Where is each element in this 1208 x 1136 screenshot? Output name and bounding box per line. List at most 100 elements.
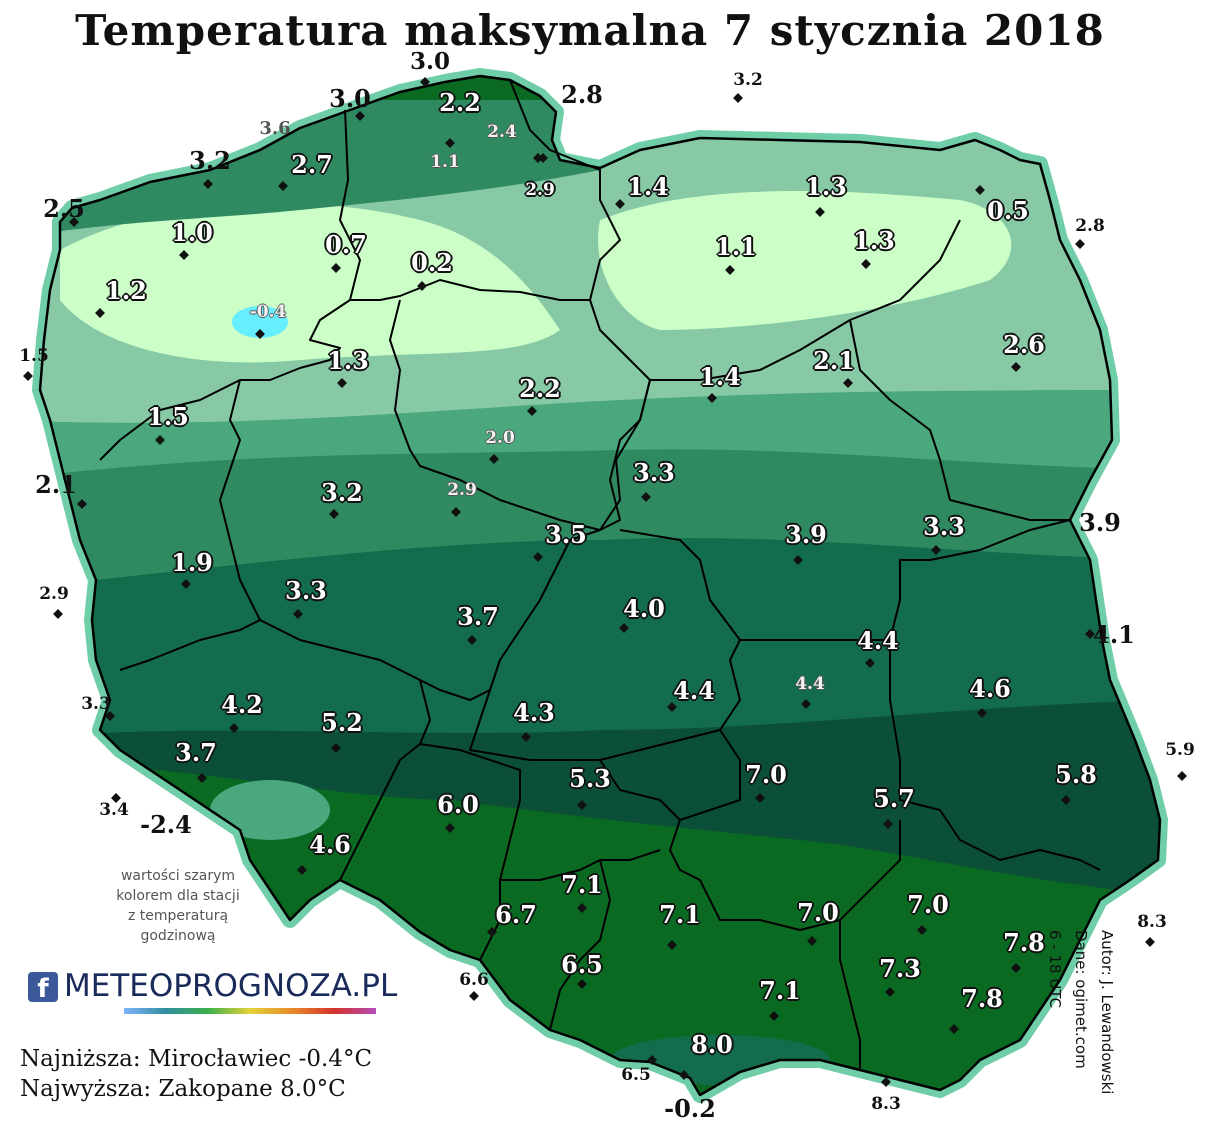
station-value: 0.7 xyxy=(325,230,367,259)
station-value: 8.3 xyxy=(1137,912,1167,932)
zone-lightest-east xyxy=(598,191,1012,330)
station-value: 2.9 xyxy=(39,584,69,604)
highest-temperature: Najwyższa: Zakopane 8.0°C xyxy=(20,1076,346,1102)
station-value: 3.3 xyxy=(285,576,327,605)
station-value: 7.1 xyxy=(759,976,801,1005)
station-value: 1.3 xyxy=(805,172,847,201)
station-value: 2.0 xyxy=(485,428,515,448)
station-value: 7.1 xyxy=(561,870,603,899)
voivodeship-border-13 xyxy=(500,849,661,881)
station-value: 6.5 xyxy=(621,1065,651,1085)
station-value: 4.6 xyxy=(309,830,351,859)
voivodeship-border-10 xyxy=(889,640,1101,871)
station-value: 1.1 xyxy=(430,152,460,172)
credits-source: Dane: ogimet.com xyxy=(1072,930,1090,1069)
station-value: 4.0 xyxy=(623,594,665,623)
station-value: 5.8 xyxy=(1055,760,1097,789)
voivodeship-border-3 xyxy=(389,299,651,531)
station-value: 8.0 xyxy=(691,1030,733,1059)
station-value: 7.1 xyxy=(659,900,701,929)
voivodeship-border-9 xyxy=(740,519,1071,641)
station-value: 2.1 xyxy=(813,346,855,375)
station-value: 3.2 xyxy=(321,478,363,507)
country-border xyxy=(38,74,1162,1097)
station-value: 4.4 xyxy=(857,626,899,655)
grey-note-line: wartości szarym xyxy=(120,868,236,884)
station-value: 4.6 xyxy=(969,674,1011,703)
zone-mountains-west xyxy=(210,780,330,840)
station-value: 3.0 xyxy=(409,48,451,75)
voivodeship-border-11 xyxy=(419,743,521,961)
station-value: 1.2 xyxy=(105,276,147,305)
zone-dark xyxy=(40,515,1160,740)
grey-values-note: wartości szarym kolorem dla stacji z tem… xyxy=(88,866,268,946)
station-value: 3.4 xyxy=(99,800,129,820)
station-value: 4.4 xyxy=(795,674,825,694)
station-value: 2.2 xyxy=(519,374,561,403)
voivodeship-borders xyxy=(99,79,1101,1070)
lowest-temperature: Najniższa: Mirocławiec -0.4°C xyxy=(20,1046,373,1072)
station-value: 1.1 xyxy=(715,232,757,261)
station-value: 0.5 xyxy=(987,196,1029,225)
voivodeship-border-0 xyxy=(99,109,361,461)
station-value: 1.4 xyxy=(627,172,669,201)
station-value: 2.8 xyxy=(1075,216,1105,236)
grey-note-line: kolorem dla stacji xyxy=(116,888,240,904)
voivodeship-border-1 xyxy=(350,219,961,381)
station-value: 1.5 xyxy=(147,402,189,431)
voivodeship-border-8 xyxy=(469,529,741,761)
station-value: 2.1 xyxy=(35,470,77,499)
station-value: 6.0 xyxy=(437,790,479,819)
station-value: 5.7 xyxy=(873,784,915,813)
voivodeship-border-6 xyxy=(419,379,651,701)
station-value: 8.3 xyxy=(871,1094,901,1114)
facebook-icon[interactable]: f xyxy=(28,972,58,1004)
station-value: 3.9 xyxy=(785,520,827,549)
station-value: 3.7 xyxy=(175,738,217,767)
station-value: 7.0 xyxy=(797,898,839,927)
grey-note-line: z temperaturą xyxy=(127,908,229,924)
zone-mid xyxy=(40,444,1160,590)
station-value: 2.8 xyxy=(561,80,603,109)
station-value: 1.0 xyxy=(171,218,213,247)
station-value: 4.3 xyxy=(513,698,555,727)
zone-lightest-west xyxy=(60,203,560,363)
station-value: 6.5 xyxy=(561,950,603,979)
map-title: Temperatura maksymalna 7 stycznia 2018 xyxy=(75,6,1105,55)
station-value: 7.8 xyxy=(961,984,1003,1013)
station-value: 2.2 xyxy=(439,88,481,117)
logo-color-bar xyxy=(124,1008,376,1014)
voivodeship-border-7 xyxy=(259,619,431,881)
station-value: 4.4 xyxy=(673,676,715,705)
station-value: 7.0 xyxy=(745,760,787,789)
voivodeship-border-15 xyxy=(839,920,861,1070)
station-value: 7.8 xyxy=(1003,928,1045,957)
voivodeship-border-17 xyxy=(679,729,741,821)
station-value: 3.3 xyxy=(633,458,675,487)
credits: Autor: J. Lewandowski Dane: ogimet.com 6… xyxy=(1040,930,1120,1120)
station-value: 2.7 xyxy=(291,150,333,179)
credits-hours: 6 - 18 UTC xyxy=(1046,930,1064,1009)
station-value: 3.3 xyxy=(923,512,965,541)
station-value: 7.3 xyxy=(879,954,921,983)
station-value: 2.6 xyxy=(1003,330,1045,359)
station-value: 2.9 xyxy=(447,480,477,500)
station-value: 3.9 xyxy=(1079,508,1121,537)
station-value: 1.3 xyxy=(853,226,895,255)
station-value: 2.4 xyxy=(487,122,517,142)
station-value: 0.2 xyxy=(411,248,453,277)
station-value: 3.3 xyxy=(81,694,111,714)
station-value: 1.5 xyxy=(19,346,49,366)
station-value: 3.5 xyxy=(545,520,587,549)
grey-note-line: godzinową xyxy=(140,928,216,944)
station-value: 3.7 xyxy=(457,602,499,631)
station-value: 4.2 xyxy=(221,690,263,719)
station-value: 6.6 xyxy=(459,970,489,990)
zone-below-zero xyxy=(232,306,288,338)
credits-author: Autor: J. Lewandowski xyxy=(1098,930,1116,1095)
station-value: 1.9 xyxy=(171,548,213,577)
meteoprognoza-logo[interactable]: f METEOPROGNOZA.PL xyxy=(28,968,397,1016)
voivodeship-border-2 xyxy=(509,79,621,301)
station-value: 5.9 xyxy=(1165,740,1195,760)
